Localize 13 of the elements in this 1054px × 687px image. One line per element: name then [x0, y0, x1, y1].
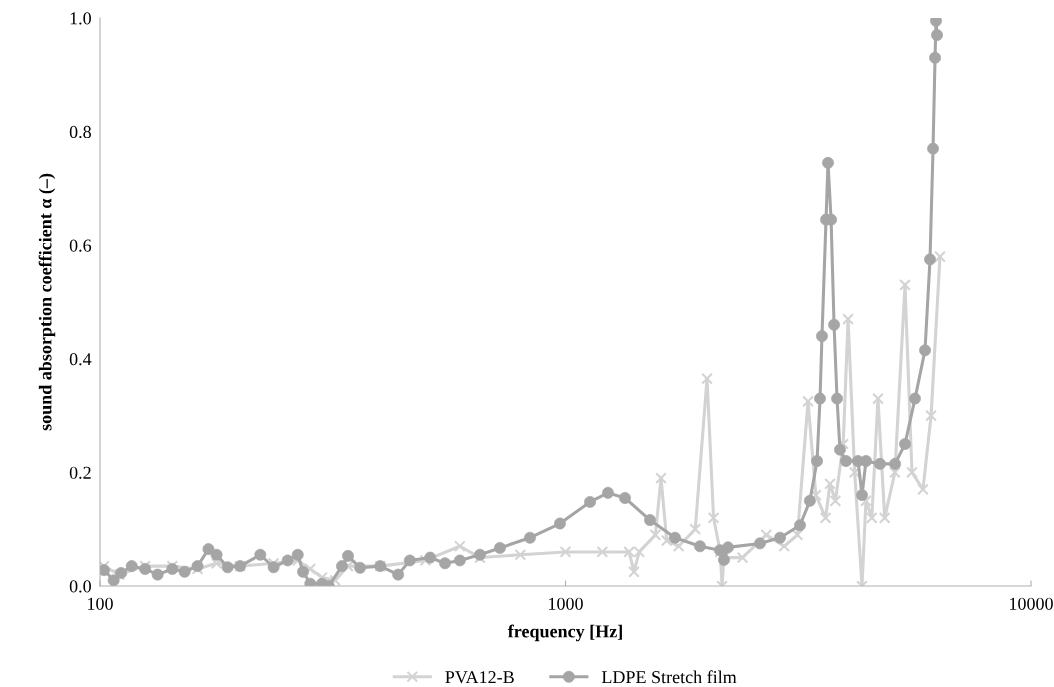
y-tick-label: 1.0 [70, 12, 91, 25]
y-tick-label: 0.2 [69, 466, 91, 479]
x-tick-label: 1000 [549, 597, 583, 610]
legend-label: PVA12-B [445, 671, 514, 684]
x-tick-label: 10000 [1010, 597, 1053, 610]
y-tick-label: 0.0 [69, 580, 91, 593]
x-tick-label: 100 [88, 597, 113, 610]
x-axis-title: frequency [Hz] [507, 624, 622, 642]
y-axis-title: sound absorption coefficient α (–) [38, 173, 56, 431]
y-tick-label: 0.8 [69, 125, 91, 139]
y-tick-label: 0.4 [69, 353, 92, 366]
y-tick-label: 0.6 [69, 239, 92, 252]
legend-label: LDPE Stretch film [601, 670, 737, 684]
